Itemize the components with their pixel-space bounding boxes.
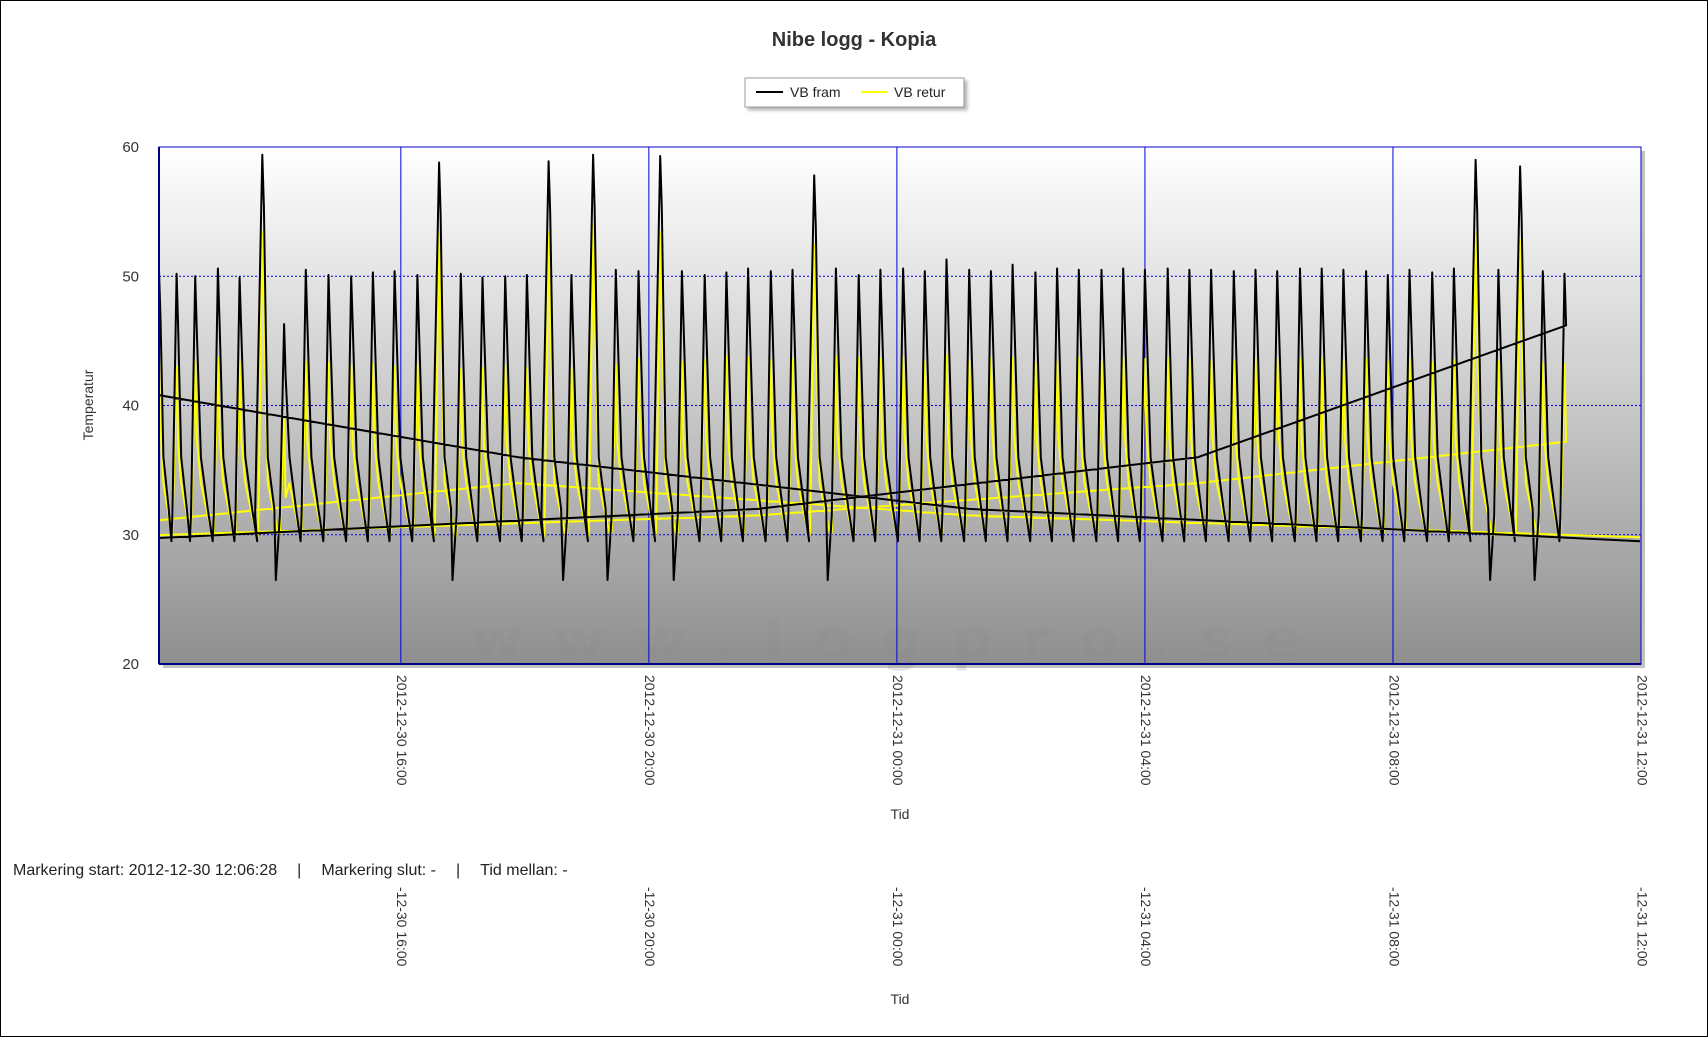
time-between-text: Tid mellan: - [480, 862, 568, 879]
ghost-x-tick-label: -12-30 16:00 [394, 887, 410, 967]
y-tick-label: 20 [122, 656, 139, 673]
y-tick-label: 40 [122, 398, 139, 415]
x-tick-label: 2012-12-31 08:00 [1386, 675, 1402, 786]
y-axis-title: Temperatur [80, 369, 96, 440]
ghost-x-tick-label: -12-31 04:00 [1138, 887, 1154, 967]
ghost-x-tick-label: -12-30 20:00 [642, 887, 658, 967]
mark-start-text: Markering start: 2012-12-30 12:06:28 [13, 862, 278, 879]
y-tick-label: 60 [122, 139, 139, 156]
ghost-x-axis-title: Tid [891, 991, 910, 1007]
x-tick-label: 2012-12-31 04:00 [1138, 675, 1154, 786]
y-tick-label: 50 [122, 268, 139, 285]
status-separator: | [297, 862, 302, 879]
x-tick-label: 2012-12-31 00:00 [890, 675, 906, 786]
watermark-text: www.logpro.se [471, 608, 1330, 673]
x-tick-labels: 2012-12-30 16:00 2012-12-30 20:00 2012-12-… [394, 675, 1650, 786]
chart-title: Nibe logg - Kopia [772, 29, 937, 51]
mark-end-text: Markering slut: - [321, 862, 437, 879]
x-tick-label: 2012-12-30 16:00 [394, 675, 410, 786]
ghost-x-tick-label: -12-31 00:00 [890, 887, 906, 967]
x-axis-title: Tid [891, 806, 910, 822]
y-tick-label: 30 [122, 527, 139, 544]
x-tick-label: 2012-12-31 12:00 [1634, 675, 1650, 786]
legend-label-vb-retur: VB retur [894, 84, 946, 100]
y-tick-labels: 20 30 40 50 60 [122, 139, 139, 673]
status-separator: | [456, 862, 461, 879]
ghost-x-tick-label: -12-31 08:00 [1386, 887, 1402, 967]
selection-status-bar: Markering start: 2012-12-30 12:06:28 | Mar… [13, 862, 568, 880]
series-line-vb-fram[interactable] [93, 153, 1641, 581]
ghost-x-tick-label: -12-31 12:00 [1634, 887, 1650, 967]
x-tick-label: 2012-12-30 20:00 [642, 675, 658, 786]
legend-label-vb-fram: VB fram [790, 84, 841, 100]
ghost-x-tick-labels: -12-30 16:00 -12-30 20:00 -12-31 00:00 -12-… [394, 887, 1650, 967]
